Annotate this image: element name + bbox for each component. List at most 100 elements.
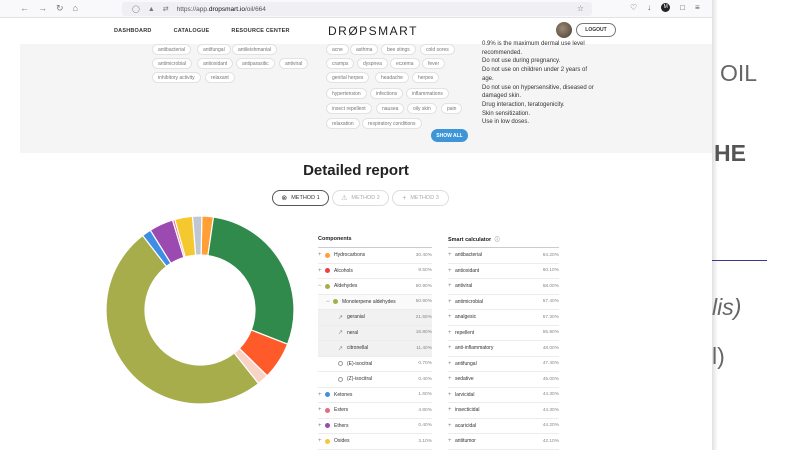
calculator-row[interactable]: + acaricidal 44.20% xyxy=(448,419,559,434)
calculator-row[interactable]: + antiviral 58.00% xyxy=(448,279,559,295)
calculator-row[interactable]: + antifungal 47.40% xyxy=(448,357,559,372)
condition-tag[interactable]: cramps xyxy=(326,58,355,69)
property-tag[interactable]: inhibitory activity xyxy=(152,72,201,83)
tab-method-2[interactable]: ⚠ METHOD 2 xyxy=(332,190,389,206)
expand-icon[interactable]: + xyxy=(448,267,452,274)
property-tag[interactable]: antioxidant xyxy=(197,58,234,69)
tab-method-1[interactable]: ⊗ METHOD 1 xyxy=(272,190,329,206)
tab-method-3[interactable]: + METHOD 3 xyxy=(392,190,449,206)
condition-tag[interactable]: genital herpes xyxy=(326,72,370,83)
expand-icon[interactable]: + xyxy=(318,391,322,398)
expand-icon[interactable]: + xyxy=(448,422,452,429)
component-row[interactable]: + Oxides 3.10% xyxy=(318,434,432,450)
donut-segment[interactable] xyxy=(207,216,295,345)
expand-icon[interactable]: + xyxy=(448,283,452,290)
property-tag[interactable]: relaxant xyxy=(205,72,235,83)
condition-tag[interactable]: herpes xyxy=(412,72,440,83)
expand-icon[interactable]: + xyxy=(448,360,452,367)
reload-icon[interactable]: ↻ xyxy=(56,3,64,13)
condition-tag[interactable]: inflammations xyxy=(406,88,449,99)
condition-tag[interactable]: cold sores xyxy=(420,44,455,55)
collapse-icon[interactable]: − xyxy=(326,298,330,305)
condition-tag[interactable]: relaxation xyxy=(326,118,360,129)
condition-tag[interactable]: pain xyxy=(441,103,463,114)
condition-tag[interactable]: infections xyxy=(370,88,404,99)
donut-segment[interactable] xyxy=(105,234,260,405)
expand-icon[interactable]: + xyxy=(448,391,452,398)
home-icon[interactable]: ⌂ xyxy=(72,3,78,13)
calculator-row[interactable]: + antioxidant 60.10% xyxy=(448,264,559,279)
component-row[interactable]: + Ethers 0.40% xyxy=(318,419,432,434)
calculator-row[interactable]: + repellent 55.90% xyxy=(448,326,559,341)
address-bar[interactable]: ◯ ▲ ⇄ https://app.dropsmart.io/oil/664 ☆ xyxy=(122,2,592,16)
property-tag[interactable]: antiparasitic xyxy=(236,58,275,69)
condition-tag[interactable]: nausea xyxy=(376,103,405,114)
download-icon[interactable]: ↓ xyxy=(647,3,652,12)
donut-segment[interactable] xyxy=(191,215,203,256)
component-row[interactable]: ↗ geranial 21.55% xyxy=(318,310,432,326)
calculator-row[interactable]: + anti-inflammatory 48.00% xyxy=(448,341,559,357)
component-row[interactable]: − Aldehydes 50.90% xyxy=(318,279,432,295)
condition-tag[interactable]: dyspnea xyxy=(357,58,388,69)
menu-icon[interactable]: ≡ xyxy=(695,3,700,12)
component-row[interactable]: + Ketones 1.60% xyxy=(318,388,432,403)
condition-tag[interactable]: hypertension xyxy=(326,88,367,99)
expand-icon[interactable]: + xyxy=(448,298,452,305)
lock-icon[interactable]: ▲ xyxy=(147,5,155,13)
expand-icon[interactable]: + xyxy=(318,267,322,274)
component-row[interactable]: (Z)-isocitral 0.40% xyxy=(318,372,432,388)
condition-tag[interactable]: acne xyxy=(326,44,349,55)
condition-tag[interactable]: bee stings xyxy=(381,44,416,55)
collapse-icon[interactable]: − xyxy=(318,283,322,290)
component-row[interactable]: ↗ citronellal 11.40% xyxy=(318,341,432,357)
expand-icon[interactable]: + xyxy=(318,407,322,414)
expand-icon[interactable]: + xyxy=(448,329,452,336)
show-all-button[interactable]: SHOW ALL xyxy=(431,129,468,142)
expand-icon[interactable]: + xyxy=(448,376,452,383)
calculator-row[interactable]: + antitumor 42.10% xyxy=(448,434,559,450)
expand-icon[interactable]: + xyxy=(318,252,322,259)
avatar[interactable] xyxy=(556,22,572,38)
property-tag[interactable]: antimicrobial xyxy=(152,58,193,69)
property-tag[interactable]: antibacterial xyxy=(152,44,191,55)
condition-tag[interactable]: respiratory conditions xyxy=(362,118,422,129)
condition-tag[interactable]: asthma xyxy=(350,44,379,55)
nav-resource-center[interactable]: RESOURCE CENTER xyxy=(231,28,290,34)
component-row[interactable]: ↗ neral 16.80% xyxy=(318,325,432,341)
condition-tag[interactable]: insect repellent xyxy=(326,103,372,114)
composition-donut-chart[interactable] xyxy=(105,215,295,405)
expand-icon[interactable]: + xyxy=(448,252,452,259)
radio-circle-icon[interactable] xyxy=(338,361,343,367)
condition-tag[interactable]: oily skin xyxy=(407,103,437,114)
component-row[interactable]: − Monoterpene aldehydes 50.90% xyxy=(318,294,432,310)
expand-icon[interactable]: + xyxy=(318,422,322,429)
logout-button[interactable]: LOGOUT xyxy=(576,23,616,37)
calculator-row[interactable]: + larvicidal 44.30% xyxy=(448,388,559,403)
expand-icon[interactable]: + xyxy=(448,438,452,445)
condition-tag[interactable]: fever xyxy=(422,58,446,69)
component-row[interactable]: + Alcohols 8.50% xyxy=(318,264,432,279)
expand-icon[interactable]: + xyxy=(448,407,452,414)
calculator-row[interactable]: + sedative 45.00% xyxy=(448,372,559,388)
expand-icon[interactable]: + xyxy=(318,438,322,445)
account-icon[interactable]: M xyxy=(661,3,671,12)
calculator-row[interactable]: + insecticidal 44.30% xyxy=(448,403,559,419)
condition-tag[interactable]: eczema xyxy=(390,58,420,69)
extensions-icon[interactable]: □ xyxy=(680,3,686,12)
calculator-row[interactable]: + antimicrobial 57.40% xyxy=(448,295,559,310)
pocket-icon[interactable]: ♡ xyxy=(630,3,638,12)
site-logo[interactable]: DRØPSMART xyxy=(328,24,418,38)
property-tag[interactable]: antiviral xyxy=(279,58,309,69)
calculator-row[interactable]: + antibacterial 64.20% xyxy=(448,248,559,264)
expand-icon[interactable]: + xyxy=(448,345,452,352)
component-row[interactable]: + Hydrocarbons 30.40% xyxy=(318,248,432,264)
component-row[interactable]: (E)-isocitral 0.70% xyxy=(318,357,432,372)
permissions-icon[interactable]: ⇄ xyxy=(162,6,169,13)
condition-tag[interactable]: headache xyxy=(375,72,409,83)
calculator-row[interactable]: + analgesic 57.30% xyxy=(448,310,559,326)
component-row[interactable]: + Esters 4.80% xyxy=(318,403,432,419)
property-tag[interactable]: antileishmanial xyxy=(232,44,278,55)
radio-circle-icon[interactable] xyxy=(338,376,343,382)
url-text[interactable]: https://app.dropsmart.io/oil/664 xyxy=(177,6,266,13)
nav-dashboard[interactable]: DASHBOARD xyxy=(114,28,152,34)
